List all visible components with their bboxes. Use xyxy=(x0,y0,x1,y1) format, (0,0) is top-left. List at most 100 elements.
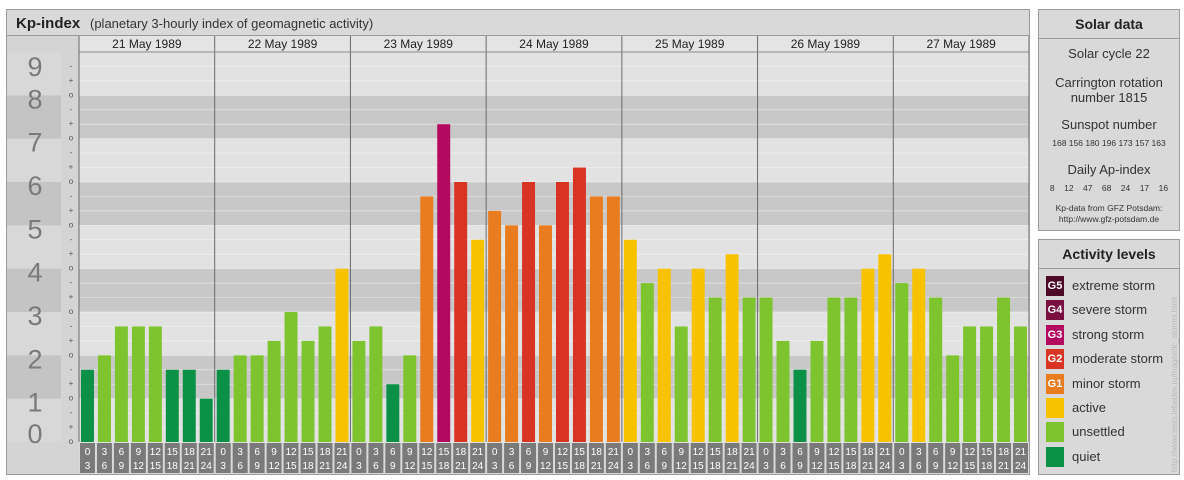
kp-bar xyxy=(1014,326,1027,442)
hour-end-label: 15 xyxy=(285,461,297,472)
hour-start-label: 18 xyxy=(862,447,874,458)
hour-end-label: 6 xyxy=(780,461,786,472)
y-minor-tick: + xyxy=(69,76,74,85)
hour-start-label: 6 xyxy=(661,447,667,458)
chart-title: Kp-index xyxy=(16,15,81,32)
sunspot-values: 168 156 180 196 173 157 163 xyxy=(1052,138,1166,148)
hour-start-label: 6 xyxy=(933,447,939,458)
hour-cell xyxy=(741,443,757,473)
band-kp-7 xyxy=(79,95,1029,139)
y-minor-tick: - xyxy=(70,408,73,417)
kp-bar xyxy=(980,326,994,442)
hour-end-label: 15 xyxy=(421,461,433,472)
kp-bar xyxy=(267,340,281,442)
hour-cell xyxy=(707,443,723,473)
hour-start-label: 0 xyxy=(356,447,362,458)
hour-cell xyxy=(147,443,163,473)
hour-end-label: 18 xyxy=(845,461,857,472)
hour-end-label: 15 xyxy=(964,461,976,472)
hour-start-label: 0 xyxy=(85,447,91,458)
hour-end-label: 12 xyxy=(947,461,959,472)
hour-cell xyxy=(673,443,689,473)
kp-bar xyxy=(420,196,434,442)
hour-start-label: 3 xyxy=(916,447,922,458)
hour-cell xyxy=(317,443,333,473)
kp-bar xyxy=(403,355,417,442)
y-minor-tick: + xyxy=(69,206,74,215)
hour-end-label: 18 xyxy=(167,461,179,472)
kp-bar xyxy=(488,210,502,442)
hour-end-label: 18 xyxy=(574,461,586,472)
hour-start-label: 12 xyxy=(150,447,162,458)
hour-end-label: 9 xyxy=(933,461,939,472)
hour-end-label: 9 xyxy=(254,461,260,472)
hour-start-label: 12 xyxy=(828,447,840,458)
ap-index-values: 8 12 47 68 24 17 16 xyxy=(1049,183,1169,193)
y-minor-tick: + xyxy=(69,163,74,172)
y-axis-band xyxy=(7,182,61,226)
hour-cell xyxy=(198,443,214,473)
hour-start-label: 18 xyxy=(184,447,196,458)
hour-end-label: 6 xyxy=(373,461,379,472)
kp-bar xyxy=(250,355,264,442)
kp-bar xyxy=(335,268,349,442)
hour-end-label: 3 xyxy=(899,461,905,472)
kp-bar xyxy=(572,167,586,442)
hour-cell xyxy=(911,443,927,473)
kp-bar xyxy=(216,369,230,442)
y-tick-label: 7 xyxy=(27,128,42,158)
kp-bar xyxy=(165,369,179,442)
y-minor-tick: + xyxy=(69,336,74,345)
y-minor-tick: + xyxy=(69,293,74,302)
hour-end-label: 6 xyxy=(237,461,243,472)
y-minor-tick: - xyxy=(70,278,73,287)
legend-swatch xyxy=(1046,422,1064,443)
kp-bar xyxy=(793,369,807,442)
hour-cell xyxy=(487,443,503,473)
y-axis-band xyxy=(7,398,61,442)
y-minor-tick: o xyxy=(69,350,74,359)
hour-cell xyxy=(894,443,910,473)
hour-end-label: 24 xyxy=(879,461,891,472)
hour-start-label: 9 xyxy=(543,447,549,458)
y-minor-tick: - xyxy=(70,61,73,70)
legend-swatch: G2 xyxy=(1046,349,1064,370)
hour-end-label: 24 xyxy=(608,461,620,472)
kp-bar xyxy=(589,196,603,442)
hour-start-label: 12 xyxy=(964,447,976,458)
kp-bar xyxy=(318,326,332,442)
hour-cell xyxy=(249,443,265,473)
kp-bar xyxy=(539,225,552,442)
hour-cell xyxy=(928,443,944,473)
hour-start-label: 12 xyxy=(285,447,297,458)
kp-bar xyxy=(505,225,519,442)
hour-cell xyxy=(436,443,452,473)
hour-end-label: 3 xyxy=(220,461,226,472)
kp-bar xyxy=(301,340,315,442)
hour-cell xyxy=(266,443,282,473)
y-axis-band xyxy=(7,138,61,182)
kp-bar-chart: 0123456789o+-o+-o+-o+-o+-o+-o+-o+-o+-21 … xyxy=(7,36,1029,474)
kp-bar xyxy=(657,268,671,442)
data-source-label: Kp-data from GFZ Potsdam: xyxy=(1055,203,1163,213)
hour-cell xyxy=(538,443,553,473)
hour-cell xyxy=(130,443,146,473)
kp-chart-panel: Kp-index (planetary 3-hourly index of ge… xyxy=(6,9,1030,475)
hour-end-label: 12 xyxy=(811,461,823,472)
hour-start-label: 21 xyxy=(336,447,348,458)
hour-start-label: 6 xyxy=(797,447,803,458)
kp-bar xyxy=(708,297,722,442)
hour-start-label: 18 xyxy=(591,447,603,458)
hour-end-label: 3 xyxy=(628,461,634,472)
y-minor-tick: o xyxy=(69,134,74,143)
y-minor-tick: - xyxy=(70,148,73,157)
kp-bar xyxy=(759,297,773,442)
hour-start-label: 0 xyxy=(492,447,498,458)
y-minor-tick: o xyxy=(69,394,74,403)
hour-start-label: 6 xyxy=(254,447,260,458)
kp-bar xyxy=(691,268,705,442)
kp-bar xyxy=(623,239,637,442)
hour-end-label: 9 xyxy=(390,461,396,472)
hour-start-label: 18 xyxy=(998,447,1010,458)
kp-bar xyxy=(81,369,94,442)
